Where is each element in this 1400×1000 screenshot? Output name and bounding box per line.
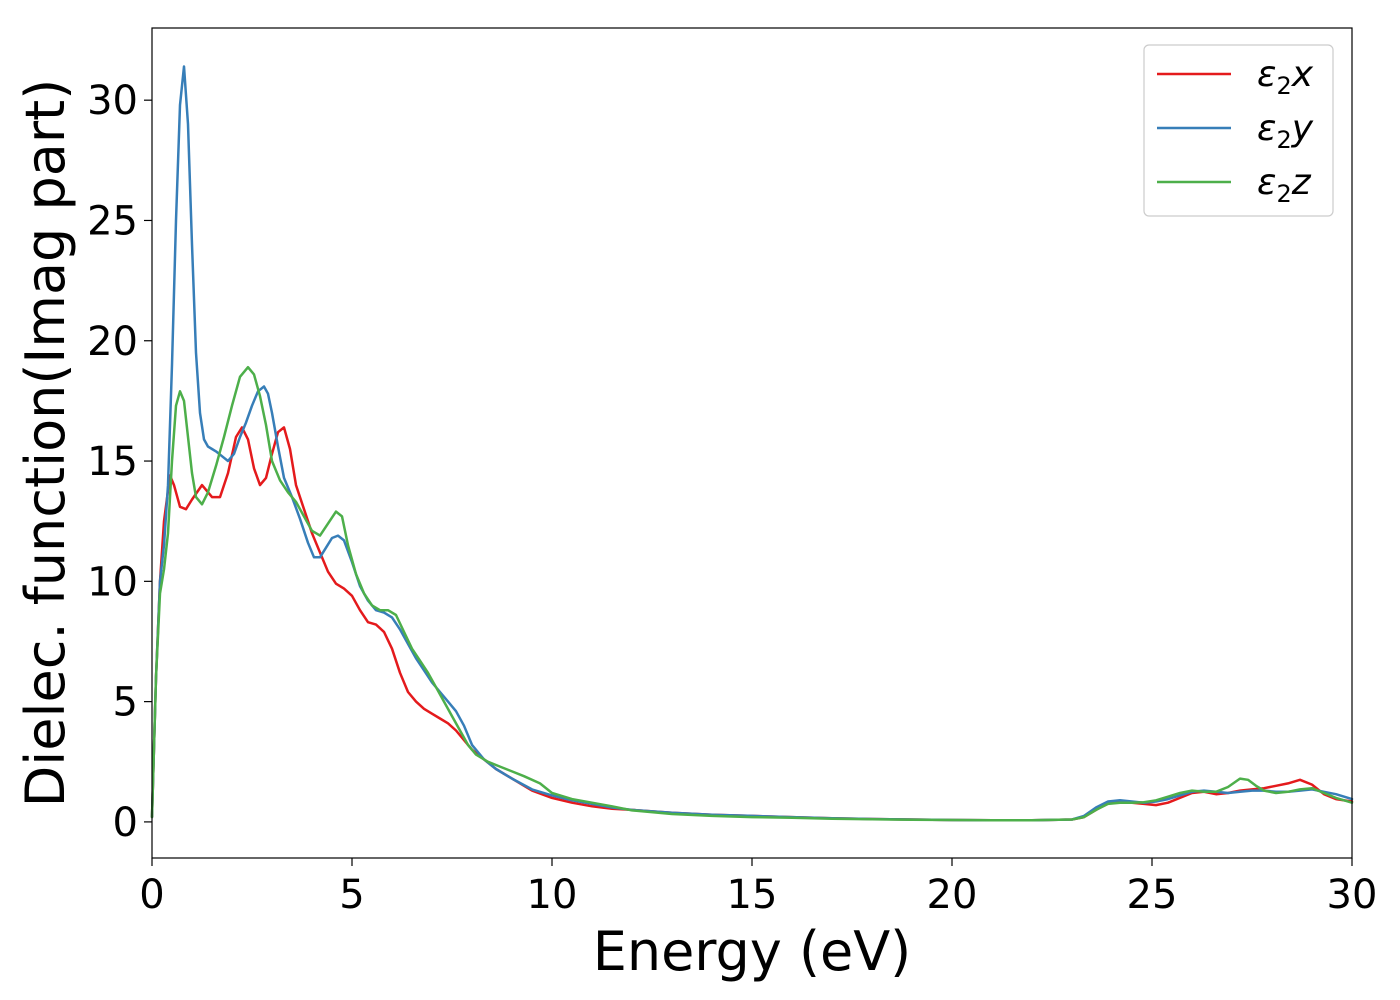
series-line-z — [150, 365, 1354, 822]
x-tick-label: 0 — [139, 872, 164, 918]
x-tick-label: 10 — [527, 872, 578, 918]
y-tick-label: 25 — [87, 198, 138, 244]
y-axis: 0 5 10 15 20 25 30 — [87, 78, 152, 846]
legend-label-y: ε2y — [1257, 108, 1314, 154]
legend-label-x: ε2x — [1257, 54, 1314, 100]
y-tick-label: 30 — [87, 78, 138, 124]
y-axis-label: Dielec. function(Imag part) — [14, 79, 77, 808]
y-tick-label: 5 — [113, 680, 138, 726]
x-tick-label: 20 — [927, 872, 978, 918]
x-axis: 0 5 10 15 20 25 30 — [139, 858, 1377, 918]
series-layer — [150, 65, 1354, 822]
x-tick-label: 25 — [1127, 872, 1178, 918]
x-tick-label: 15 — [727, 872, 778, 918]
y-tick-label: 15 — [87, 439, 138, 485]
legend-label-z: ε2z — [1257, 162, 1312, 208]
x-tick-label: 5 — [339, 872, 364, 918]
legend: ε2x ε2y ε2z — [1143, 44, 1334, 217]
x-axis-label: Energy (eV) — [593, 920, 912, 983]
x-tick-label: 30 — [1327, 872, 1378, 918]
y-tick-label: 20 — [87, 319, 138, 365]
y-tick-label: 0 — [113, 800, 138, 846]
legend-box — [1143, 44, 1334, 217]
y-tick-label: 10 — [87, 559, 138, 605]
